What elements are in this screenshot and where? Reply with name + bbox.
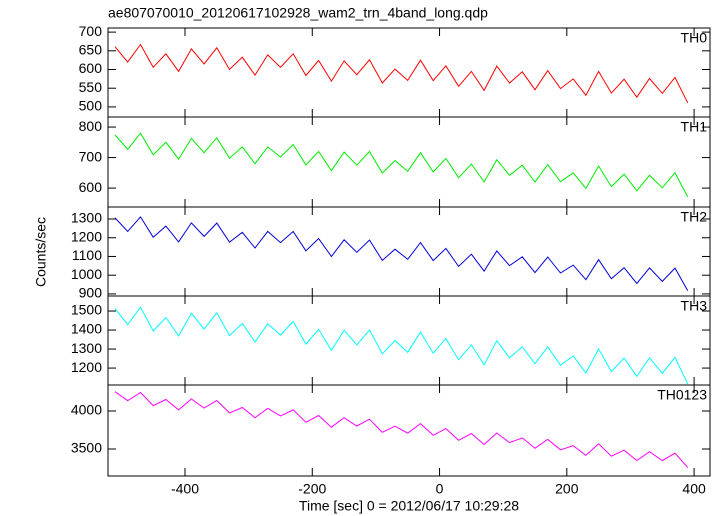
y-tick-label: 550	[79, 79, 103, 95]
light-curve	[114, 132, 689, 198]
x-tick-label: -200	[298, 481, 326, 497]
panel-label: TH1	[681, 119, 708, 135]
panel-frame	[107, 27, 711, 118]
y-tick-label: 650	[79, 42, 103, 58]
y-tick-label: 1200	[71, 359, 102, 375]
y-tick-label: 1100	[72, 247, 102, 263]
panel-label: TH0123	[657, 387, 707, 403]
y-tick-label: 600	[79, 60, 103, 76]
panel-label: TH3	[681, 298, 708, 314]
y-tick-label: 600	[79, 179, 103, 195]
x-axis-label: Time [sec] 0 = 2012/06/17 10:29:28	[299, 498, 519, 514]
y-tick-label: 1400	[71, 321, 102, 337]
panel-label: TH0	[681, 30, 708, 46]
y-tick-label: 1500	[71, 302, 102, 318]
x-tick-label: 200	[555, 481, 579, 497]
y-tick-label: 1000	[71, 266, 102, 282]
light-curve	[114, 391, 689, 468]
y-axis-label: Counts/sec	[33, 217, 49, 287]
panel-label: TH2	[681, 209, 708, 225]
x-tick-label: 0	[436, 481, 444, 497]
x-tick-label: -400	[171, 481, 199, 497]
panel-frame	[107, 295, 711, 386]
panel-frame	[107, 384, 711, 477]
y-tick-label: 700	[79, 148, 103, 164]
x-tick-label: 400	[682, 481, 706, 497]
y-tick-label: 1300	[71, 210, 102, 226]
chart-title: ae807070010_20120617102928_wam2_trn_4ban…	[108, 5, 488, 21]
panel-frame	[107, 116, 711, 208]
y-tick-label: 800	[79, 118, 103, 134]
light-curve	[114, 306, 689, 385]
y-tick-label: 500	[79, 98, 103, 114]
y-tick-label: 700	[79, 23, 103, 39]
panel-frame	[107, 206, 711, 297]
y-tick-label: 3500	[71, 440, 102, 456]
y-tick-label: 900	[79, 285, 103, 301]
y-tick-label: 1200	[71, 228, 102, 244]
y-tick-label: 4000	[71, 402, 102, 418]
y-tick-label: 1300	[71, 340, 102, 356]
light-curve	[114, 216, 689, 291]
light-curve	[114, 43, 689, 104]
